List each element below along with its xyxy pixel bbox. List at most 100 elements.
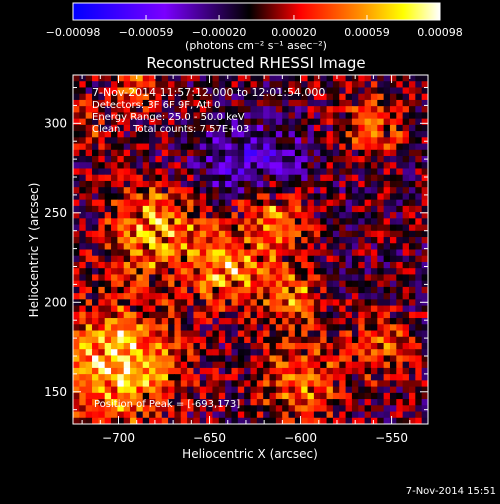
heatmap-cell xyxy=(364,124,372,132)
heatmap-cell xyxy=(383,118,391,126)
heatmap-cell xyxy=(225,305,233,313)
heatmap-cell xyxy=(332,156,340,163)
heatmap-cell xyxy=(73,143,80,151)
heatmap-cell xyxy=(237,168,245,176)
heatmap-cell xyxy=(117,218,125,226)
heatmap-cell xyxy=(142,255,150,263)
heatmap-cell xyxy=(168,230,176,238)
heatmap-cell xyxy=(92,255,99,263)
heatmap-cell xyxy=(111,193,118,201)
colorbar-tick-label: −0.00020 xyxy=(192,26,247,39)
heatmap-cell xyxy=(149,305,157,313)
heatmap-cell xyxy=(339,392,347,400)
heatmap-cell xyxy=(244,106,252,113)
heatmap-cell xyxy=(98,255,106,263)
heatmap-cell xyxy=(85,268,93,276)
heatmap-cell xyxy=(421,261,428,269)
heatmap-cell xyxy=(174,293,182,300)
heatmap-cell xyxy=(358,156,366,163)
heatmap-cell xyxy=(358,230,366,238)
heatmap-cell xyxy=(98,205,106,213)
heatmap-cell xyxy=(136,131,144,138)
heatmap-cell xyxy=(364,255,372,263)
heatmap-cell xyxy=(187,87,195,95)
heatmap-cell xyxy=(98,392,106,400)
heatmap-cell xyxy=(415,299,423,307)
heatmap-cell xyxy=(294,81,302,89)
heatmap-cell xyxy=(117,212,125,219)
heatmap-cell xyxy=(364,75,372,82)
heatmap-cell xyxy=(130,305,137,313)
heatmap-cell xyxy=(149,293,157,300)
heatmap-cell xyxy=(149,311,157,319)
heatmap-cell xyxy=(269,124,277,132)
heatmap-cell xyxy=(237,261,245,269)
heatmap-cell xyxy=(79,299,87,307)
heatmap-cell xyxy=(263,299,271,307)
heatmap-cell xyxy=(161,249,169,257)
heatmap-cell xyxy=(206,330,214,338)
heatmap-cell xyxy=(389,156,397,163)
heatmap-cell xyxy=(142,417,150,424)
heatmap-cell xyxy=(364,342,372,350)
heatmap-cell xyxy=(193,162,201,170)
heatmap-cell xyxy=(136,349,144,357)
heatmap-cell xyxy=(73,212,80,219)
heatmap-cell xyxy=(307,218,315,226)
heatmap-cell xyxy=(282,212,290,219)
heatmap-cell xyxy=(364,392,372,400)
heatmap-cell xyxy=(377,374,385,381)
heatmap-cell xyxy=(275,162,283,170)
heatmap-cell xyxy=(155,187,163,195)
heatmap-cell xyxy=(383,174,391,182)
heatmap-cell xyxy=(231,311,239,319)
heatmap-cell xyxy=(345,174,353,182)
heatmap-cell xyxy=(396,349,404,357)
heatmap-cell xyxy=(180,106,188,113)
heatmap-cell xyxy=(263,336,271,344)
heatmap-cell xyxy=(218,93,226,101)
heatmap-cell xyxy=(92,218,99,226)
heatmap-cell xyxy=(269,162,277,170)
heatmap-cell xyxy=(244,199,252,207)
heatmap-cell xyxy=(320,75,328,82)
heatmap-cell xyxy=(256,212,264,219)
heatmap-cell xyxy=(237,280,245,288)
heatmap-cell xyxy=(174,249,182,257)
heatmap-cell xyxy=(123,156,131,163)
heatmap-cell xyxy=(282,361,290,369)
heatmap-cell xyxy=(275,205,283,213)
heatmap-cell xyxy=(161,349,169,357)
heatmap-cell xyxy=(421,311,428,319)
heatmap-cell xyxy=(351,380,359,388)
heatmap-cell xyxy=(358,131,366,138)
heatmap-cell xyxy=(123,380,131,388)
heatmap-cell xyxy=(180,318,188,325)
heatmap-cell xyxy=(256,249,264,257)
heatmap-cell xyxy=(231,361,239,369)
heatmap-cell xyxy=(250,137,258,145)
heatmap-cell xyxy=(206,380,214,388)
heatmap-cell xyxy=(237,106,245,113)
heatmap-cell xyxy=(351,156,359,163)
heatmap-cell xyxy=(275,143,283,151)
heatmap-cell xyxy=(351,87,359,95)
heatmap-cell xyxy=(402,99,410,107)
heatmap-cell xyxy=(206,112,214,120)
heatmap-cell xyxy=(130,230,137,238)
heatmap-cell xyxy=(155,399,163,406)
heatmap-cell xyxy=(421,342,428,350)
heatmap-cell xyxy=(307,212,315,219)
heatmap-cell xyxy=(168,342,176,350)
heatmap-cell xyxy=(155,374,163,381)
heatmap-cell xyxy=(136,180,144,188)
heatmap-cell xyxy=(231,380,239,388)
heatmap-cell xyxy=(174,274,182,282)
heatmap-cell xyxy=(136,212,144,219)
heatmap-cell xyxy=(389,137,397,145)
heatmap-cell xyxy=(377,137,385,145)
heatmap-cell xyxy=(193,75,201,82)
heatmap-cell xyxy=(408,249,416,257)
heatmap-cell xyxy=(136,93,144,101)
heatmap-cell xyxy=(307,237,315,244)
